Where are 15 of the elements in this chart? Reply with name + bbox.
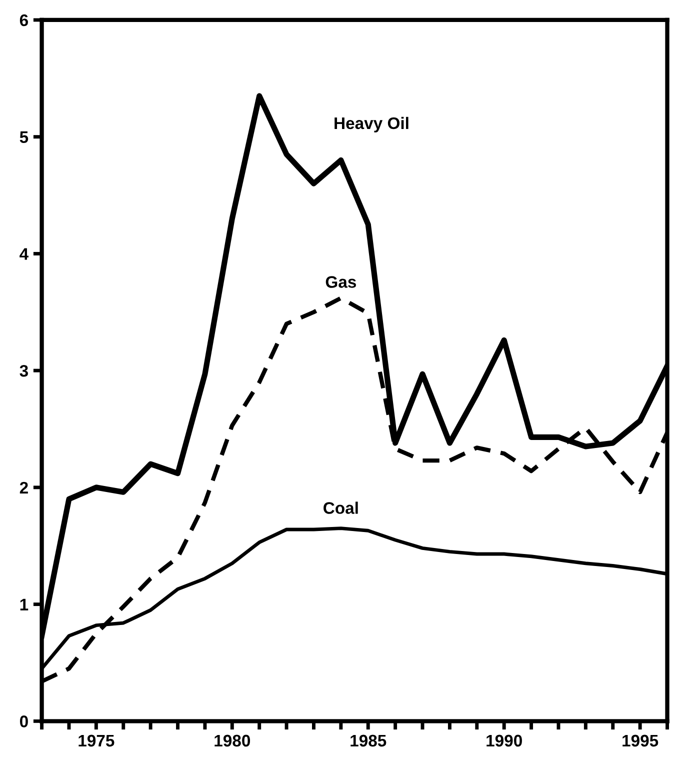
series-label: Heavy Oil — [334, 116, 408, 132]
series-label: Gas — [326, 276, 356, 288]
y-tick-label: 6 — [20, 14, 28, 26]
y-tick-label: 4 — [20, 248, 29, 260]
x-tick-label: 1975 — [78, 734, 114, 747]
x-tick-label: 1980 — [214, 734, 250, 747]
x-tick-label: 1985 — [350, 734, 386, 747]
x-tick-label: 1995 — [622, 734, 658, 747]
y-tick-label: 1 — [20, 598, 28, 610]
series-label: Coal — [324, 502, 358, 514]
y-tick-label: 2 — [20, 482, 28, 494]
x-tick-label: 1990 — [486, 734, 522, 747]
y-tick-label: 3 — [20, 364, 28, 377]
y-tick-label: 5 — [20, 131, 28, 144]
y-tick-label: 0 — [20, 716, 28, 728]
